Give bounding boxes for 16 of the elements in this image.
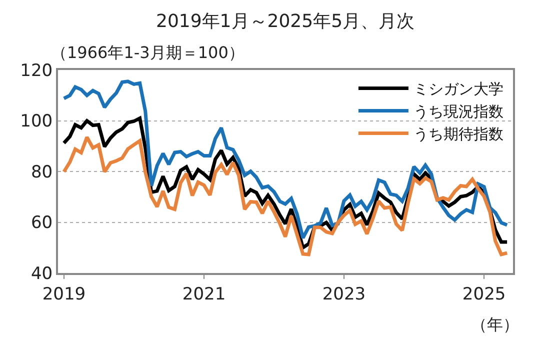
legend-label: うち現況指数	[413, 102, 504, 121]
x-tick-label: 2021	[182, 284, 226, 304]
chart-title: 2019年1月～2025年5月、月次	[156, 11, 415, 32]
y-tick-label: 120	[20, 60, 53, 81]
y-tick-label: 80	[30, 162, 53, 182]
legend-label: ミシガン大学	[413, 80, 504, 98]
text: （年）	[471, 315, 519, 334]
x-tick-label: 2019	[42, 284, 86, 304]
chart-subtitle: （1966年1-3月期＝100）	[51, 43, 244, 62]
y-tick-label: 60	[30, 213, 53, 234]
x-tick-label: 2023	[322, 284, 366, 304]
y-tick-label: 40	[30, 264, 53, 284]
line-series	[62, 80, 509, 240]
x-tick-label: 2025	[462, 284, 506, 304]
legend-label: うち期待指数	[413, 125, 504, 144]
y-tick-label: 100	[20, 112, 53, 132]
